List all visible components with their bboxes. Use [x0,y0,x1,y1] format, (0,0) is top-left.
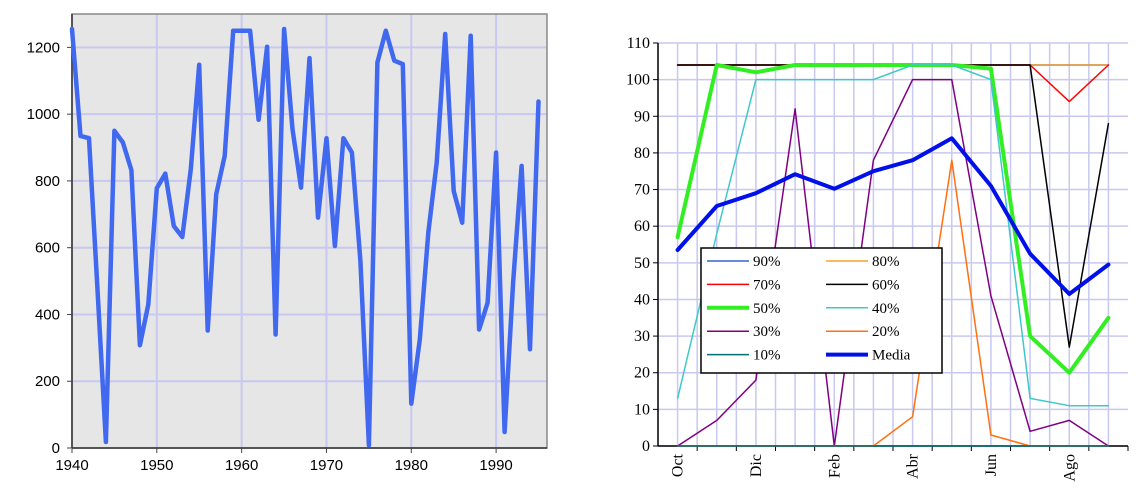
x-tick-label: Dic [748,454,765,477]
x-tick-label: 1980 [395,457,428,474]
x-tick-label: Ago [1061,454,1078,482]
legend-label: 70% [753,277,781,293]
series-line [675,63,1111,375]
x-tick-label: 1970 [310,457,343,474]
y-tick-label: 10 [634,401,650,418]
x-tick-label: Feb [826,454,843,478]
y-tick-label: 100 [626,72,650,89]
y-tick-label: 90 [634,108,650,125]
legend-label: Media [872,348,911,364]
y-tick-label: 800 [35,173,60,190]
legend-label: 50% [753,301,781,317]
x-tick-label: 1950 [140,457,173,474]
y-tick-label: 110 [627,35,650,52]
x-tick-label: 1940 [55,457,88,474]
y-tick-label: 50 [634,255,650,272]
x-tick-label: Jun [983,454,1000,476]
y-tick-label: 20 [634,365,650,382]
legend-label: 80% [872,254,900,270]
y-tick-label: 80 [634,145,650,162]
annual-series-chart: 1940 1950 1960 1970 1980 1990 0 200 400 600 800 100… [27,13,548,474]
legend-label: 30% [753,324,781,340]
y-tick-label: 1000 [27,106,60,123]
y-tick-label: 400 [35,306,60,323]
legend-box [700,247,943,374]
y-tick-label: 0 [642,438,650,455]
series-line [676,64,1110,407]
x-tick-label: 1960 [225,457,258,474]
y-tick-label: 60 [634,218,650,235]
monthly-percentile-chart: 0 10 20 30 40 50 60 70 80 90 100 110 Oct Dic Feb Abr Jun… [626,35,1129,482]
y-tick-label: 40 [634,291,650,308]
series-line [676,78,1110,447]
y-tick-label: 70 [634,182,650,199]
series-line [69,26,541,448]
x-tick-label: 1990 [479,457,512,474]
x-tick-label: Abr [905,453,922,479]
y-tick-label: 0 [52,440,60,457]
x-tick-label: Oct [670,453,687,477]
y-tick-label: 600 [35,240,60,257]
legend-label: 40% [872,301,900,317]
legend-label: 90% [753,254,781,270]
legend-label: 20% [872,324,900,340]
y-tick-label: 200 [35,373,60,390]
legend-label: 10% [753,348,781,364]
y-tick-label: 1200 [27,39,60,56]
y-tick-label: 30 [634,328,650,345]
legend-label: 60% [872,277,900,293]
series-line [675,136,1111,296]
